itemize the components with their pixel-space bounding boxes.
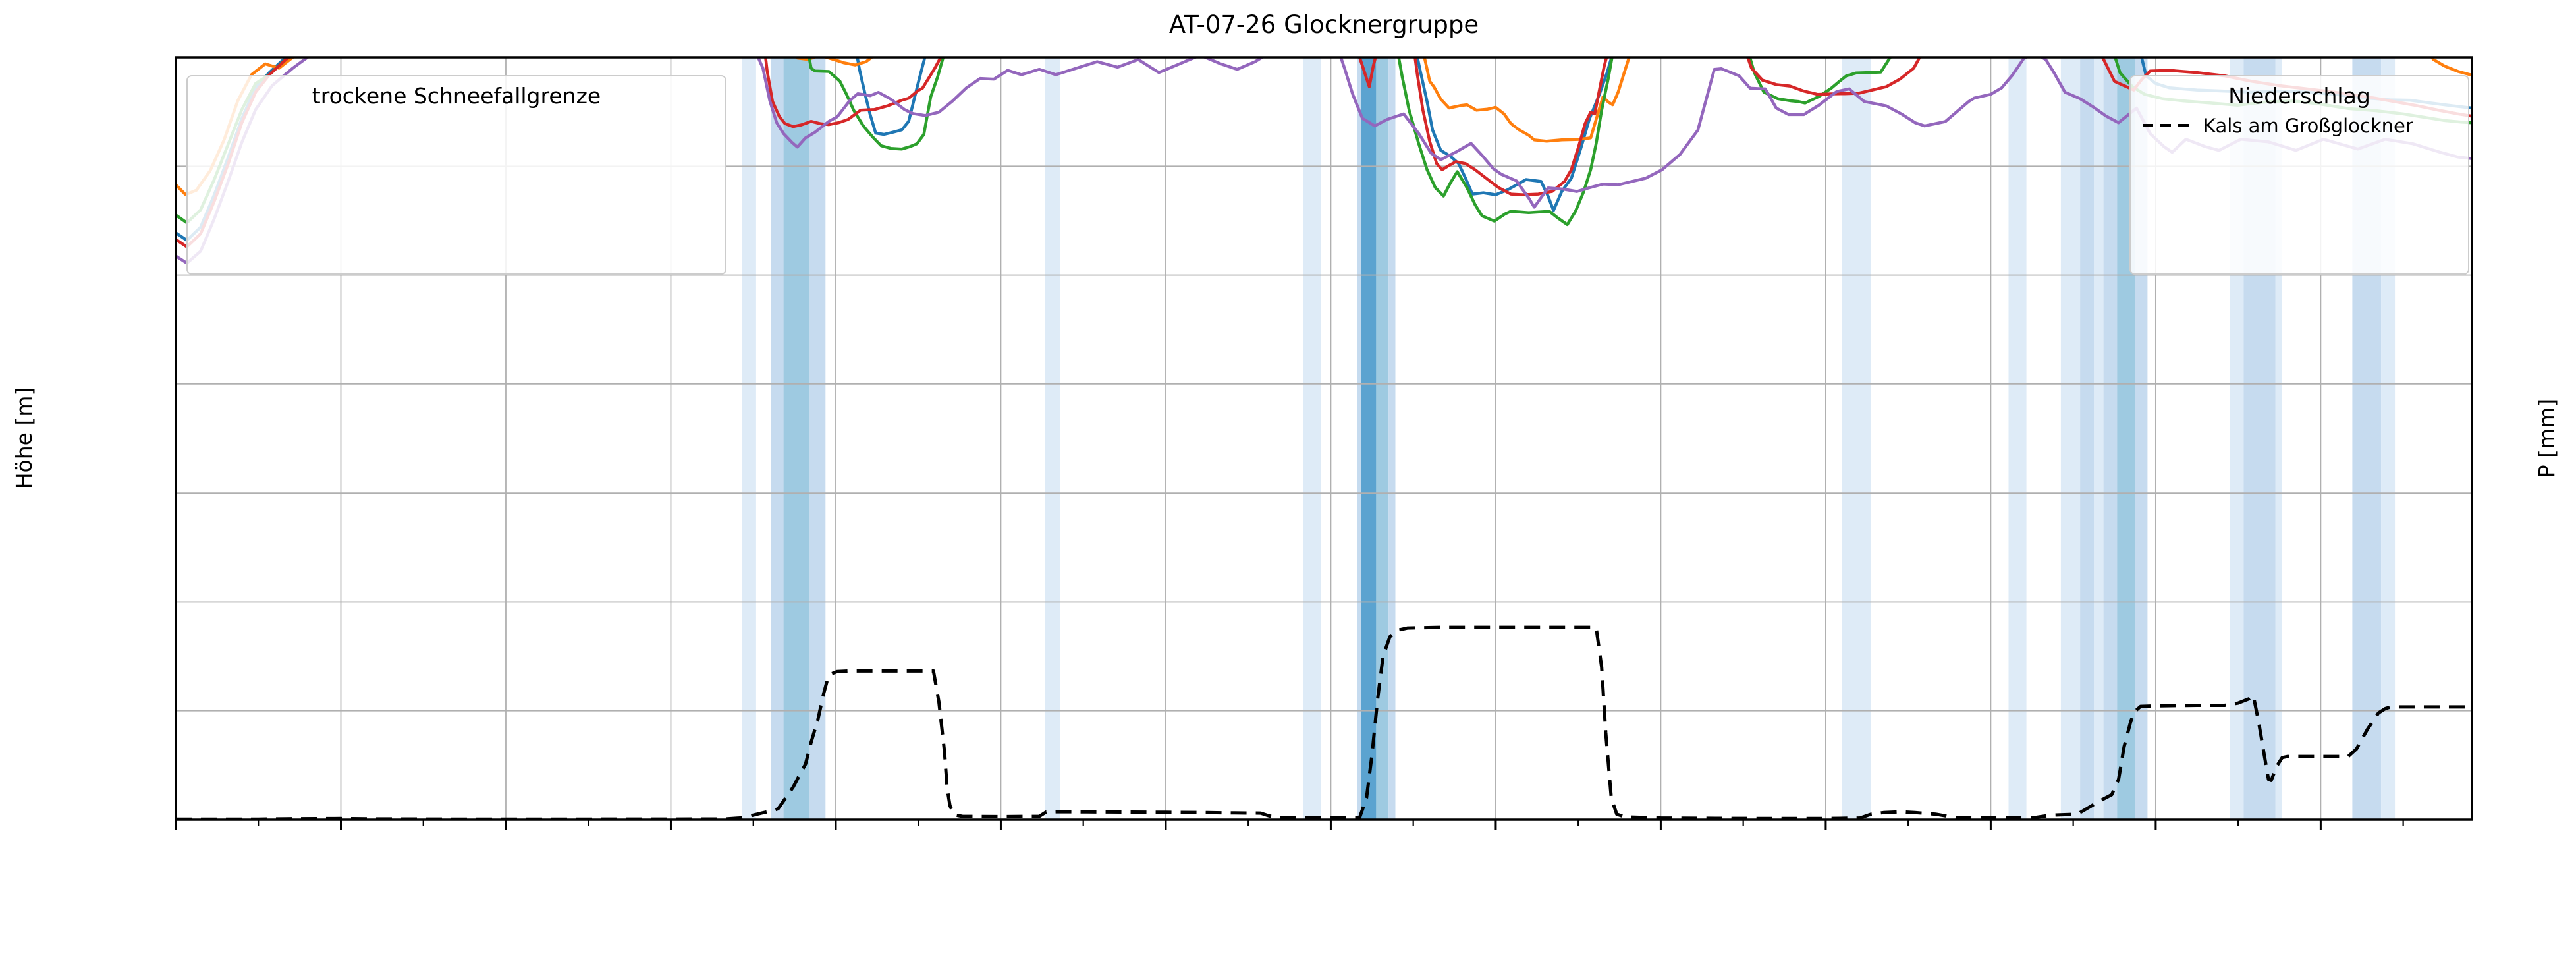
y-right-axis-label: P [mm]	[2534, 399, 2560, 478]
precip-band	[2103, 57, 2118, 820]
legend-snowline-title: trockene Schneefallgrenze	[312, 83, 601, 109]
series-line	[176, 57, 2472, 196]
precip-band	[1361, 57, 1377, 820]
precip-band	[2060, 57, 2081, 820]
plot-border	[175, 56, 2473, 821]
dashed-line-swatch-icon	[2143, 124, 2190, 127]
precip-band	[783, 57, 810, 820]
legend-snowline: trockene Schneefallgrenze	[186, 75, 726, 275]
precipitation-bands-layer	[742, 57, 2396, 820]
precip-band	[1357, 57, 1361, 820]
precip-band	[2094, 57, 2104, 820]
precip-band	[2080, 57, 2094, 820]
series-line	[176, 57, 2472, 265]
legend-item-label: Kals am Großglockner	[2203, 114, 2413, 137]
precip-band	[1045, 57, 1060, 820]
precip-band	[1388, 57, 1396, 820]
precip-band	[2275, 57, 2282, 820]
series-lines-layer	[176, 57, 2472, 820]
precip-band	[771, 57, 784, 820]
precip-band	[742, 57, 756, 820]
precip-band	[2008, 57, 2027, 820]
precipitation-dashed-line	[176, 625, 2472, 820]
axes-layer	[175, 56, 2473, 830]
legend-precip: Niederschlag Kals am Großglockner	[2129, 75, 2469, 275]
y-left-axis-label: Höhe [m]	[11, 387, 37, 490]
precip-band	[1303, 57, 1321, 820]
series-line	[176, 57, 2472, 227]
precip-band	[1376, 57, 1389, 820]
legend-precip-title: Niederschlag	[2228, 83, 2370, 109]
series-line	[176, 57, 2472, 248]
precip-band	[809, 57, 826, 820]
gridlines-layer	[176, 57, 2472, 820]
legend-item-precip-line: Kals am Großglockner	[2131, 109, 2468, 142]
chart-title: AT-07-26 Glocknergruppe	[1169, 11, 1479, 39]
precip-band	[1842, 57, 1871, 820]
